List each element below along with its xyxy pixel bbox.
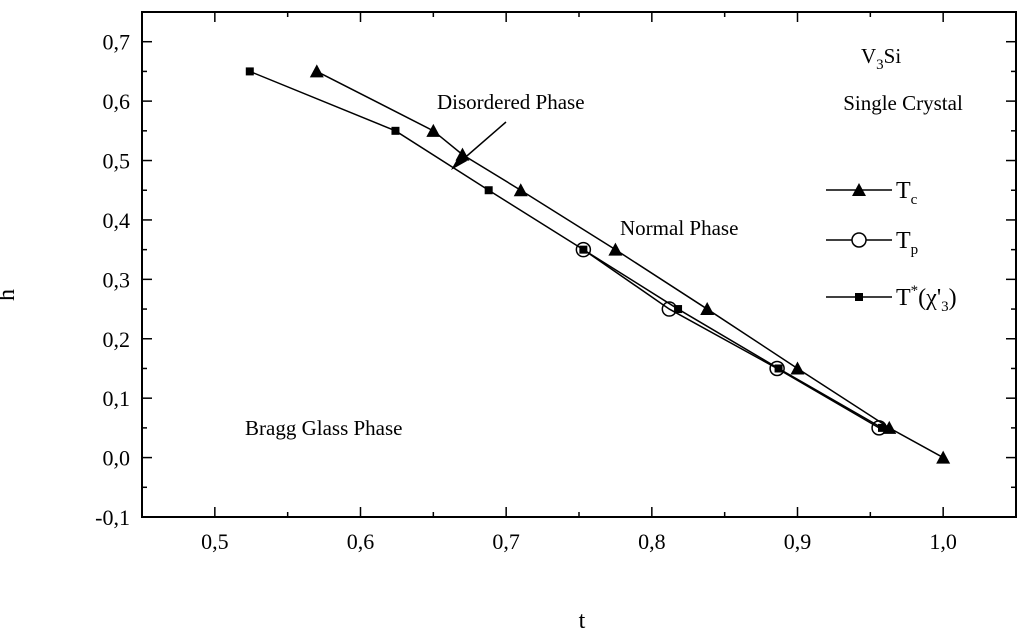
legend-circle-marker xyxy=(851,232,867,248)
point-triangle-marker xyxy=(700,302,715,316)
series-markers xyxy=(245,64,951,464)
y-tick-label: 0,4 xyxy=(103,208,131,233)
legend-item-tp: Tp xyxy=(826,228,918,258)
sample-formula-annotation: V3Si xyxy=(861,44,901,73)
y-axis-title: h xyxy=(0,289,20,301)
point-square-marker xyxy=(245,67,254,76)
point-triangle-marker xyxy=(790,361,805,375)
x-tick-label: 0,8 xyxy=(638,529,666,554)
plot-frame xyxy=(141,11,1017,518)
svg-text:T*(χ'3): T*(χ'3) xyxy=(896,283,957,315)
y-tick-label: -0,1 xyxy=(95,505,130,530)
disordered-phase-arrowhead xyxy=(451,154,467,170)
y-tick-label: 0,0 xyxy=(103,446,131,471)
point-square-marker xyxy=(774,364,783,373)
disordered-phase-annotation: Disordered Phase xyxy=(437,90,585,114)
y-tick-label: 0,2 xyxy=(103,327,131,352)
legend-square-marker xyxy=(855,293,863,301)
y-tick-label: 0,7 xyxy=(103,30,131,55)
svg-text:Tp: Tp xyxy=(896,228,918,258)
point-square-marker xyxy=(579,245,588,254)
point-triangle-marker xyxy=(608,242,623,256)
series-line-triangle xyxy=(316,70,944,459)
bragg-glass-phase-annotation: Bragg Glass Phase xyxy=(245,416,402,440)
point-triangle-marker xyxy=(936,450,951,464)
x-tick-label: 0,9 xyxy=(784,529,812,554)
point-square-marker xyxy=(391,126,400,135)
ticks-layer: 0,5 0,6 0,7 0,8 0,9 1,0 -0,1 0,0 0,1 0,2 0,3 0,4 0,5… xyxy=(95,11,1017,554)
y-tick-label: 0,6 xyxy=(103,89,131,114)
point-triangle-marker xyxy=(513,183,528,197)
legend-item-tstar: T*(χ'3) xyxy=(826,283,957,315)
point-circle-marker xyxy=(769,360,785,377)
point-circle-marker xyxy=(871,420,887,436)
normal-phase-annotation: Normal Phase xyxy=(620,216,738,240)
series-line-circle xyxy=(582,249,880,429)
point-square-marker xyxy=(484,186,493,195)
x-axis-title: t xyxy=(579,608,586,634)
legend-triangle-marker xyxy=(852,183,866,196)
x-tick-label: 0,7 xyxy=(492,529,520,554)
x-tick-label: 0,5 xyxy=(201,529,229,554)
y-tick-label: 0,3 xyxy=(103,267,131,292)
series-lines xyxy=(249,70,944,459)
point-circle-marker xyxy=(575,241,592,258)
point-triangle-marker xyxy=(309,64,324,78)
y-tick-label: 0,1 xyxy=(103,386,131,411)
y-tick-label: 0,5 xyxy=(103,149,131,174)
point-square-marker xyxy=(877,423,886,432)
svg-text:Tc: Tc xyxy=(896,178,918,208)
point-triangle-marker xyxy=(426,123,441,137)
x-tick-label: 0,6 xyxy=(347,529,375,554)
legend-item-tc: Tc xyxy=(826,178,918,208)
sample-type-annotation: Single Crystal xyxy=(843,91,963,115)
legend: Tc Tp T*(χ'3) xyxy=(826,178,957,315)
x-tick-label: 1,0 xyxy=(929,529,957,554)
point-square-marker xyxy=(674,305,683,314)
